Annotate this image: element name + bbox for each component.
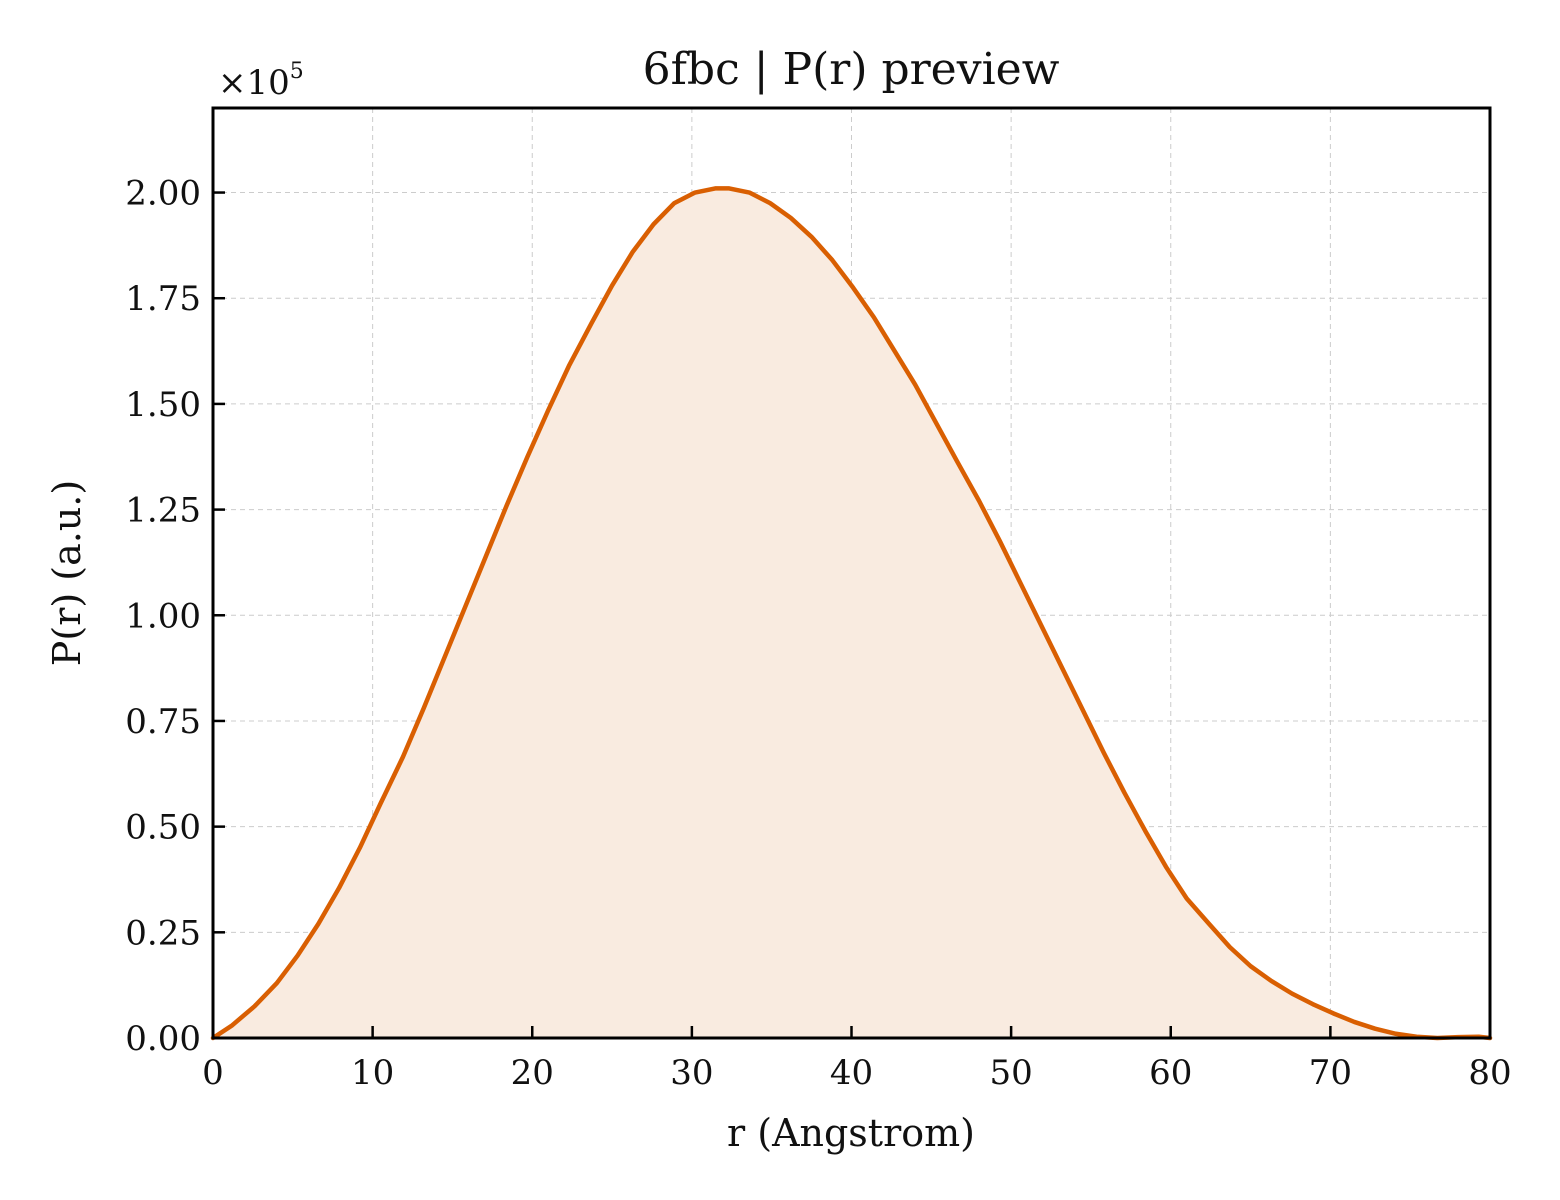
axis-ticks: 0 10 20 30 40 50 60 70 80 0.00 0.25 0.50 0.75 1.00 1.2…	[125, 174, 1511, 1093]
series-area-fill	[213, 188, 1490, 1038]
y-axis-multiplier: ×105	[218, 59, 304, 103]
y-tick-label: 1.25	[125, 491, 201, 531]
y-tick-label: 0.25	[125, 913, 201, 953]
series-line	[210, 186, 1493, 1041]
x-tick-label: 20	[511, 1053, 554, 1093]
x-tick-label: 30	[670, 1053, 713, 1093]
y-tick-label: 1.75	[125, 279, 201, 319]
plot-frame	[211, 106, 1492, 1040]
y-axis-label: P(r) (a.u.)	[45, 480, 89, 666]
y-tick-label: 1.00	[125, 596, 201, 636]
x-tick-label: 70	[1309, 1053, 1352, 1093]
y-tick-label: 0.00	[125, 1019, 201, 1059]
x-axis-label: r (Angstrom)	[727, 1111, 975, 1155]
series-layer	[210, 186, 1493, 1041]
y-axis-multiplier-base: ×10	[218, 63, 290, 103]
x-tick-label: 40	[830, 1053, 873, 1093]
x-tick-label: 60	[1149, 1053, 1192, 1093]
x-tick-label: 50	[989, 1053, 1032, 1093]
y-tick-label: 0.75	[125, 702, 201, 742]
chart-title: 6fbc | P(r) preview	[643, 44, 1060, 95]
x-tick-label: 80	[1468, 1053, 1511, 1093]
y-axis-multiplier-exponent: 5	[290, 59, 304, 84]
y-tick-label: 2.00	[125, 174, 201, 214]
x-tick-label: 10	[351, 1053, 394, 1093]
y-tick-label: 1.50	[125, 385, 201, 425]
x-tick-label: 0	[202, 1053, 224, 1093]
y-tick-label: 0.50	[125, 808, 201, 848]
